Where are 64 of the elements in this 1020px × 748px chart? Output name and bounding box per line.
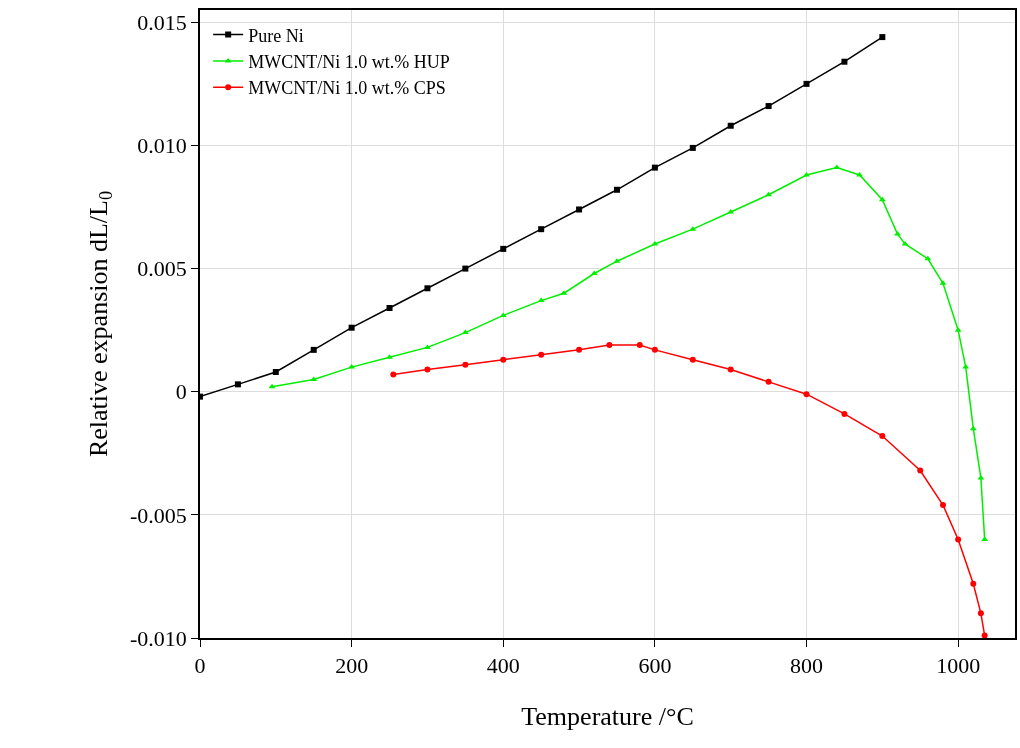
point xyxy=(833,164,841,170)
point xyxy=(689,356,696,363)
point xyxy=(576,206,583,213)
point xyxy=(462,361,469,368)
point xyxy=(636,341,643,348)
point xyxy=(917,467,924,474)
x-tick-label: 600 xyxy=(638,653,672,679)
y-tick-label: 0.005 xyxy=(137,256,187,282)
point xyxy=(841,58,848,65)
legend-label: Pure Ni xyxy=(248,25,304,46)
point xyxy=(606,341,613,348)
point xyxy=(386,304,393,311)
x-tick-label: 1000 xyxy=(936,653,981,679)
x-tick-label: 200 xyxy=(335,653,369,679)
point xyxy=(977,610,984,617)
point xyxy=(500,356,507,363)
point xyxy=(727,366,734,373)
point xyxy=(878,196,886,202)
point xyxy=(803,172,810,177)
legend-label: MWCNT/Ni 1.0 wt.% HUP xyxy=(248,51,450,72)
point xyxy=(272,369,279,376)
point xyxy=(651,164,658,171)
x-axis-title: Temperature /°C xyxy=(521,702,694,732)
y-tick-label: -0.005 xyxy=(130,502,187,528)
point xyxy=(803,391,810,398)
point xyxy=(803,80,810,87)
legend-label: MWCNT/Ni 1.0 wt.% CPS xyxy=(248,78,446,99)
y-tick-label: 0.015 xyxy=(137,10,187,36)
point xyxy=(879,34,886,41)
point xyxy=(538,226,545,233)
point xyxy=(576,346,583,353)
point xyxy=(424,366,431,373)
point xyxy=(689,144,696,151)
y-tick-label: -0.010 xyxy=(130,625,187,651)
point xyxy=(955,536,962,543)
point xyxy=(879,433,886,440)
x-tick-label: 0 xyxy=(194,653,206,679)
point xyxy=(894,231,901,236)
point xyxy=(765,191,773,197)
point xyxy=(841,410,848,417)
point xyxy=(386,354,393,359)
point xyxy=(613,186,620,193)
point xyxy=(765,103,772,110)
point xyxy=(939,502,946,509)
point xyxy=(537,297,545,303)
point xyxy=(424,285,431,292)
point xyxy=(727,122,734,129)
x-tick-label: 400 xyxy=(486,653,520,679)
point xyxy=(970,580,977,587)
point xyxy=(590,270,598,276)
point xyxy=(462,265,469,272)
point xyxy=(651,346,658,353)
point xyxy=(765,378,772,385)
y-tick-label: 0.010 xyxy=(137,133,187,159)
point xyxy=(461,329,469,335)
point xyxy=(500,245,507,252)
point xyxy=(234,381,241,388)
point xyxy=(310,346,317,353)
point xyxy=(981,632,988,638)
x-tick-label: 800 xyxy=(790,653,824,679)
point xyxy=(538,351,545,358)
point xyxy=(390,371,397,378)
y-tick-label: 0 xyxy=(175,379,187,405)
point xyxy=(348,324,355,331)
